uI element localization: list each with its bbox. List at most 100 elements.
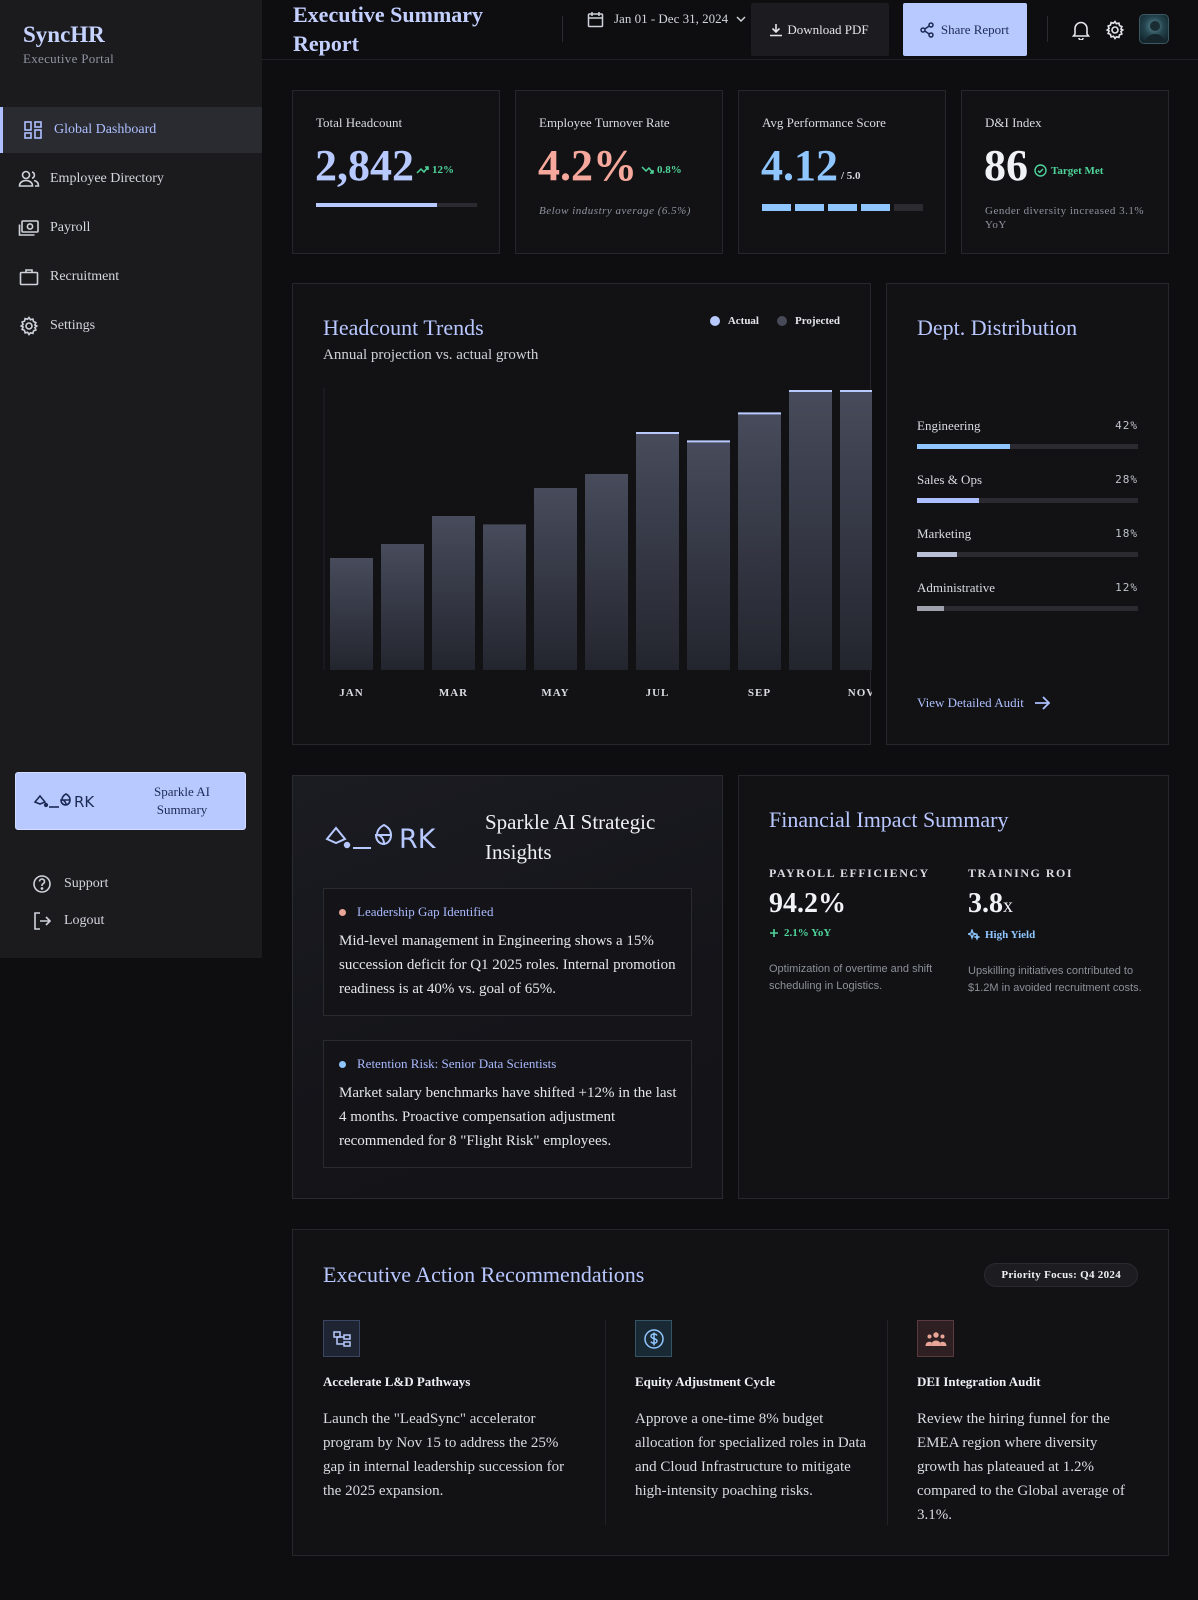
headcount-progress-fill — [316, 203, 437, 207]
dept-row-administrative: Administrative 12% — [917, 580, 1138, 611]
brand-name: SyncHR — [23, 22, 105, 47]
legend-label-actual: Actual — [727, 315, 759, 327]
bar-aug[interactable] — [687, 440, 730, 670]
bar-actual-marker-jul — [636, 432, 679, 434]
sidebar-item-recruitment[interactable]: Recruitment — [0, 254, 262, 300]
kpi-value: 86 — [984, 141, 1028, 190]
x-tick-label: MAR — [439, 687, 468, 699]
insight-head: Leadership Gap Identified — [339, 904, 493, 920]
notifications-button[interactable] — [1068, 17, 1094, 43]
metric-value-number: 3.8 — [968, 888, 1003, 919]
share-report-button[interactable]: Share Report — [903, 3, 1027, 56]
share-icon — [919, 21, 935, 38]
group-icon — [917, 1320, 954, 1357]
recommendation-text: Launch the "LeadSync" accelerator progra… — [323, 1411, 565, 1499]
insight-text: Market salary benchmarks have shifted +1… — [339, 1085, 677, 1149]
payroll-efficiency-metric: PAYROLL EFFICIENCY 94.2% 2.1% YoY Optimi… — [769, 866, 949, 995]
gear-icon — [16, 313, 42, 339]
bar-jun[interactable] — [585, 474, 628, 670]
insight-card-leadership-gap: Leadership Gap Identified Mid-level mana… — [323, 888, 692, 1016]
kpi-card-di-index: D&I Index 86 Target Met Gender diversity… — [961, 90, 1169, 254]
logout-icon — [30, 909, 54, 933]
sparkle-ai-summary-button[interactable]: RK Sparkle AI Summary — [15, 772, 246, 830]
chart-subtitle: Annual projection vs. actual growth — [323, 347, 539, 363]
priority-badge: Priority Focus: Q4 2024 — [984, 1263, 1138, 1287]
bar-nov[interactable] — [840, 390, 872, 670]
recommendation-title: Equity Adjustment Cycle — [635, 1374, 776, 1389]
header-divider — [562, 16, 563, 42]
sparkle-logo-icon: RK — [32, 791, 116, 811]
header-divider — [1047, 16, 1048, 42]
x-tick-label: NOV — [848, 687, 872, 699]
bar-actual-marker-nov — [840, 390, 872, 392]
bar-actual-marker-sep — [738, 412, 781, 415]
metric-label: PAYROLL EFFICIENCY — [769, 866, 930, 880]
brand: SyncHR Executive Portal — [23, 22, 114, 67]
briefcase-icon — [16, 264, 42, 290]
sparkle-icon — [968, 929, 980, 941]
recommendation-equity-adjustment: Equity Adjustment Cycle Approve a one-ti… — [635, 1320, 885, 1503]
sparkle-ai-summary-label: Sparkle AI Summary — [154, 784, 210, 817]
logout-link[interactable]: Logout — [30, 902, 108, 939]
bar-actual-marker-oct — [789, 390, 832, 392]
support-label: Support — [64, 875, 109, 891]
dept-pct: 12% — [1115, 581, 1138, 594]
view-detailed-audit-link[interactable]: View Detailed Audit — [917, 695, 1051, 711]
sidebar-item-payroll[interactable]: Payroll — [0, 205, 262, 251]
view-detailed-audit-label: View Detailed Audit — [917, 695, 1024, 710]
financial-impact-card: Financial Impact Summary PAYROLL EFFICIE… — [738, 775, 1169, 1199]
bar-jan[interactable] — [330, 558, 373, 670]
kpi-delta-value: 12% — [432, 164, 454, 176]
bar-mar[interactable] — [432, 516, 475, 670]
sidebar-footer: Support Logout — [30, 865, 108, 939]
bar-may[interactable] — [534, 488, 577, 670]
sidebar-item-label: Recruitment — [50, 269, 120, 284]
kpi-note: Below industry average (6.5%) — [539, 205, 691, 217]
dept-fill — [917, 444, 1010, 449]
sidebar-item-employee-directory[interactable]: Employee Directory — [0, 156, 262, 202]
dept-track — [917, 444, 1138, 449]
dept-row-marketing: Marketing 18% — [917, 526, 1138, 557]
recommendation-title: Accelerate L&D Pathways — [323, 1374, 471, 1389]
dept-row-engineering: Engineering 42% — [917, 418, 1138, 449]
brand-subtitle: Executive Portal — [23, 51, 115, 66]
download-pdf-button[interactable]: Download PDF — [751, 3, 889, 56]
kpi-note: Gender diversity increased 3.1% YoY — [985, 205, 1145, 231]
arrow-right-icon — [1034, 696, 1051, 710]
avatar[interactable] — [1139, 14, 1169, 44]
logout-label: Logout — [64, 912, 105, 928]
training-roi-metric: TRAINING ROI 3.8x High Yield Upskilling … — [968, 866, 1148, 997]
kpi-delta: 0.8% — [641, 164, 682, 176]
metric-tag: High Yield — [968, 929, 1148, 941]
sidebar-item-settings[interactable]: Settings — [0, 303, 262, 349]
x-tick-label: SEP — [748, 687, 771, 699]
date-range-picker[interactable]: Jan 01 - Dec 31, 2024 — [587, 10, 746, 28]
settings-button[interactable] — [1102, 17, 1128, 43]
support-link[interactable]: Support — [30, 865, 108, 902]
dept-fill — [917, 606, 944, 611]
kpi-scale: / 5.0 — [841, 170, 861, 182]
dept-pct: 18% — [1115, 527, 1138, 540]
bell-icon — [1072, 21, 1090, 40]
status-dot — [339, 1060, 346, 1068]
page-title: Executive Summary Report — [293, 2, 484, 56]
recommendation-text: Approve a one-time 8% budget allocation … — [635, 1411, 867, 1499]
dept-fill — [917, 552, 957, 557]
dept-pct: 28% — [1115, 473, 1138, 486]
bar-actual-marker-aug — [687, 440, 730, 443]
sidebar-item-global-dashboard[interactable]: Global Dashboard — [0, 107, 262, 153]
bar-jul[interactable] — [636, 432, 679, 670]
sparkle-logo-icon: RK — [323, 819, 473, 855]
insight-card-retention-risk: Retention Risk: Senior Data Scientists M… — [323, 1040, 692, 1168]
metric-tag-text: High Yield — [985, 929, 1036, 941]
kpi-value: 4.12 — [761, 141, 838, 190]
sidebar: SyncHR Executive Portal Global Dashboard… — [0, 0, 262, 958]
x-tick-label: JAN — [339, 687, 363, 699]
bar-sep[interactable] — [738, 412, 781, 670]
performance-segments — [762, 204, 923, 211]
bar-apr[interactable] — [483, 524, 526, 670]
dept-name: Sales & Ops — [917, 472, 982, 487]
bar-feb[interactable] — [381, 544, 424, 670]
bar-oct[interactable] — [789, 390, 832, 670]
metric-description: Upskilling initiatives contributed to $1… — [968, 965, 1142, 994]
